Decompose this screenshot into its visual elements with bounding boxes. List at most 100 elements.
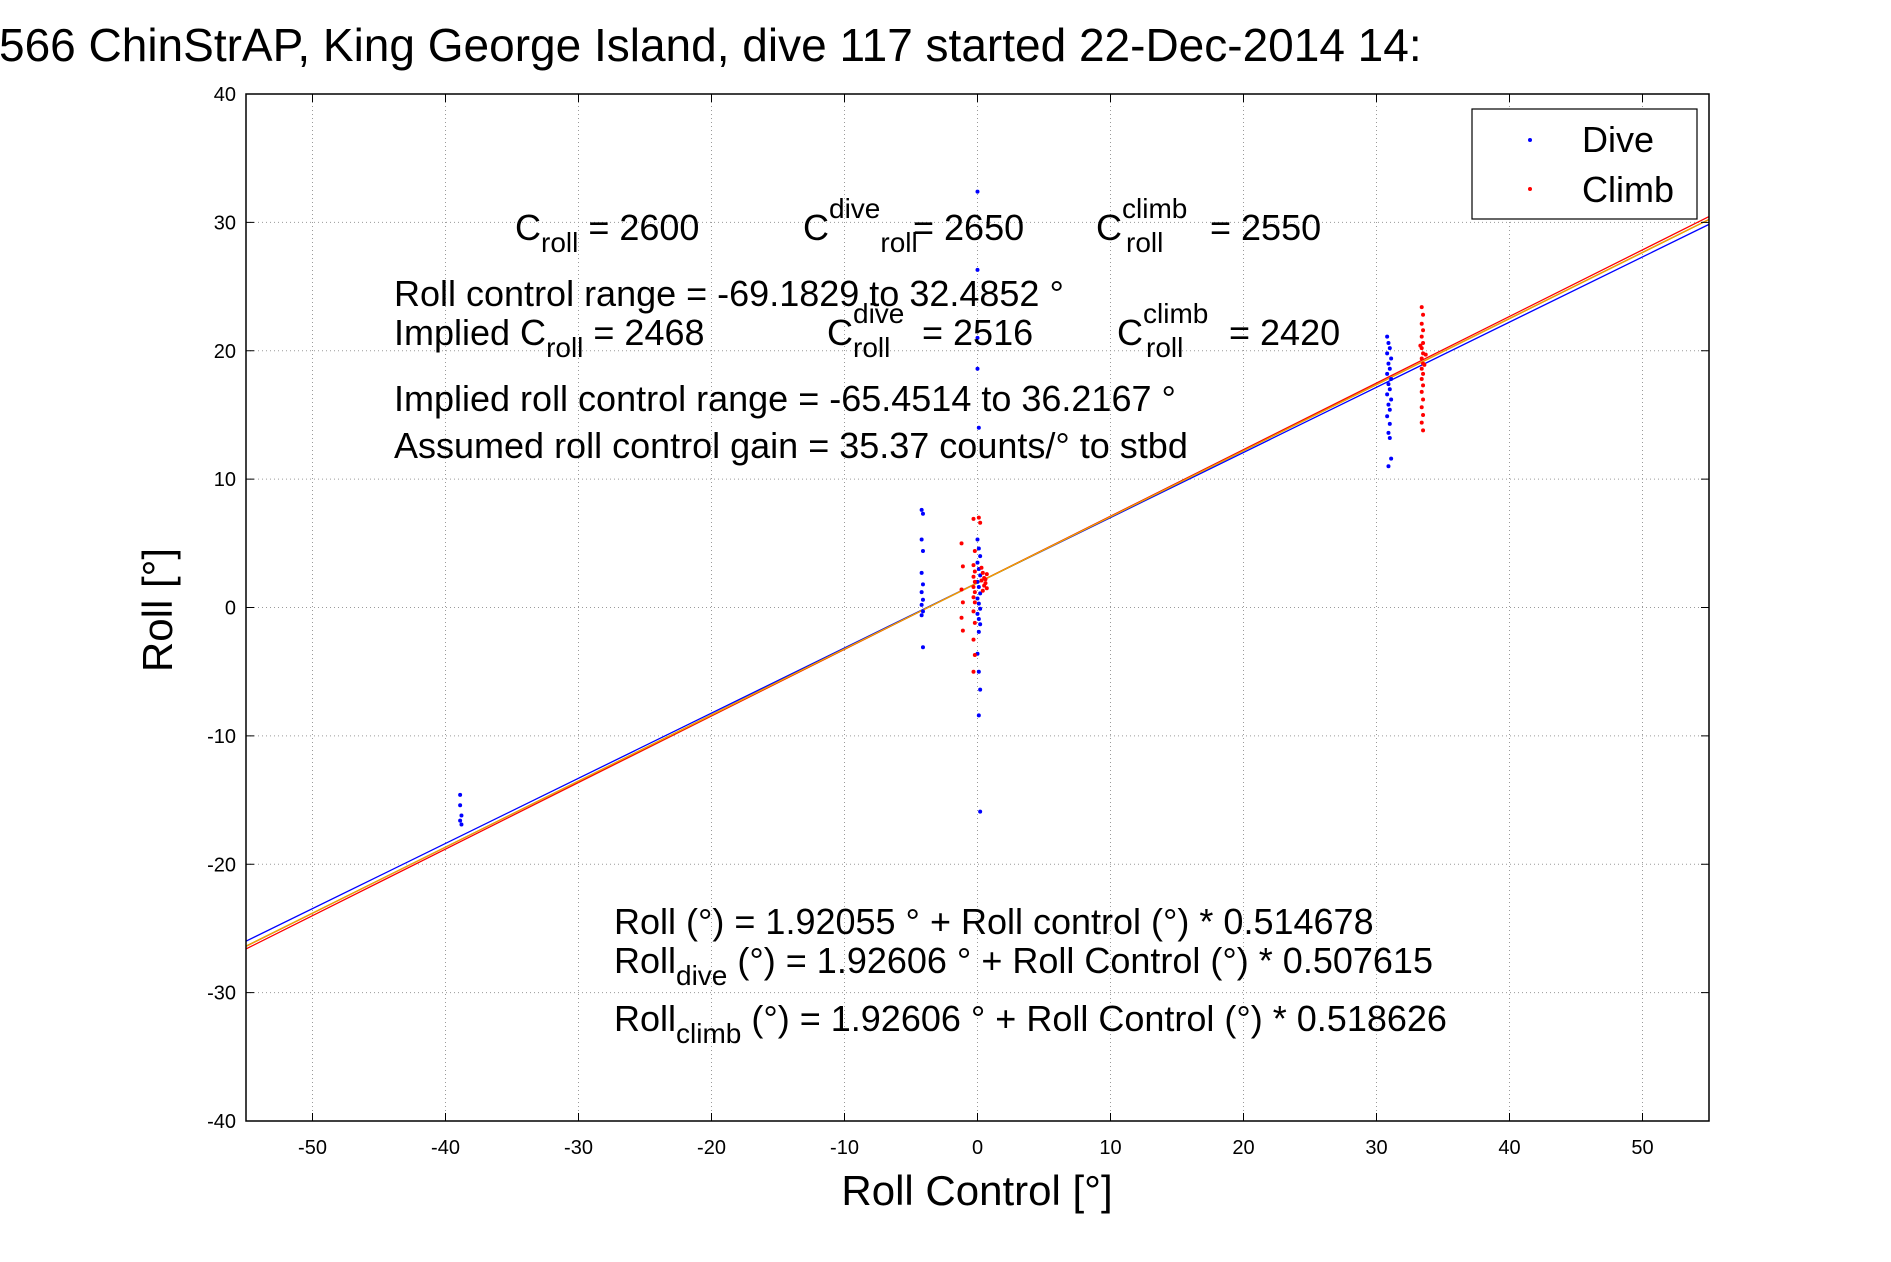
data-point: [1387, 387, 1392, 392]
data-point: [1421, 428, 1426, 433]
data-point: [980, 570, 985, 575]
series-climb: [959, 305, 1428, 674]
annotation-fit-climb: Rollclimb (°) = 1.92606 ° + Roll Control…: [614, 998, 1447, 1049]
data-point: [972, 569, 977, 574]
data-point: [978, 622, 983, 627]
data-point: [1385, 351, 1390, 356]
data-point: [459, 822, 464, 827]
annotation-fit-dive: Rolldive (°) = 1.92606 ° + Roll Control …: [614, 940, 1433, 991]
data-point: [1387, 436, 1392, 441]
data-point: [1421, 371, 1426, 376]
data-point: [1386, 382, 1391, 387]
data-point: [972, 590, 977, 595]
data-point: [458, 792, 463, 797]
data-point: [975, 267, 980, 272]
data-point: [972, 579, 977, 584]
x-axis-label: Roll Control [°]: [841, 1167, 1112, 1214]
legend-marker-climb: [1528, 187, 1532, 191]
data-point: [1419, 389, 1424, 394]
data-point: [919, 590, 924, 595]
data-point: [1389, 376, 1394, 381]
data-point: [1423, 352, 1428, 357]
y-axis-label: Roll [°]: [134, 548, 181, 672]
data-point: [975, 537, 980, 542]
data-point: [959, 587, 964, 592]
data-point: [978, 520, 983, 525]
data-point: [1387, 366, 1392, 371]
data-point: [1387, 407, 1392, 412]
annotation-implied-c-roll: Implied Croll = 2468: [394, 312, 705, 363]
data-point: [984, 572, 989, 577]
data-point: [960, 600, 965, 605]
data-point: [920, 511, 925, 516]
data-point: [1422, 362, 1427, 367]
data-point: [980, 588, 985, 593]
data-point: [976, 515, 981, 520]
data-point: [971, 637, 976, 642]
data-point: [975, 596, 980, 601]
data-point: [978, 591, 983, 596]
data-point: [959, 541, 964, 546]
data-point: [976, 669, 981, 674]
data-point: [972, 549, 977, 554]
annotation-implied-c-climb: Cclimb roll = 2420: [1117, 298, 1340, 363]
data-point: [1387, 346, 1392, 351]
data-point: [1385, 334, 1390, 339]
x-tick-label: -20: [697, 1137, 726, 1159]
data-point: [976, 617, 981, 622]
data-point: [978, 554, 983, 559]
data-point: [1419, 321, 1424, 326]
data-point: [984, 586, 989, 591]
y-tick-label: 40: [214, 84, 236, 106]
data-point: [976, 584, 981, 589]
data-point: [960, 564, 965, 569]
data-point: [1419, 405, 1424, 410]
chart-title: 566 ChinStrAP, King George Island, dive …: [0, 19, 1422, 71]
data-point: [1419, 376, 1424, 381]
y-tick-label: -30: [207, 983, 236, 1005]
y-tick-label: 20: [214, 341, 236, 363]
data-point: [971, 584, 976, 589]
data-point: [972, 620, 977, 625]
y-tick-label: -40: [207, 1111, 236, 1133]
data-point: [459, 813, 464, 818]
data-point: [983, 577, 988, 582]
data-point: [975, 335, 980, 340]
annotation-c-climb: Cclimb roll = 2550: [1096, 193, 1321, 258]
data-point: [1387, 421, 1392, 426]
data-point: [1385, 414, 1390, 419]
annotation-fit-all: Roll (°) = 1.92055 ° + Roll control (°) …: [614, 901, 1374, 942]
annotation-implied-c-dive: Cdive roll = 2516: [827, 298, 1033, 363]
axis-ticks: -50 -40 -30 -20 -10 0 10 20 30 40 50 -40 -30 -20 -10 0 1…: [207, 84, 1709, 1159]
x-tick-label: 40: [1498, 1137, 1520, 1159]
x-tick-label: -50: [298, 1137, 327, 1159]
data-point: [971, 574, 976, 579]
data-point: [976, 546, 981, 551]
data-point: [971, 595, 976, 600]
x-tick-label: -40: [431, 1137, 460, 1159]
data-point: [1389, 356, 1394, 361]
data-point: [976, 713, 981, 718]
x-tick-label: 0: [972, 1137, 983, 1159]
y-tick-label: 10: [214, 469, 236, 491]
data-point: [971, 669, 976, 674]
data-point: [1421, 341, 1426, 346]
annotation-roll-control-range: Roll control range = -69.1829 to 32.4852…: [394, 273, 1064, 314]
legend-label-climb: Climb: [1582, 169, 1674, 210]
x-tick-label: 10: [1099, 1137, 1121, 1159]
data-point: [972, 600, 977, 605]
data-point: [976, 425, 981, 430]
data-point: [1386, 464, 1391, 469]
annotation-implied-range: Implied roll control range = -65.4514 to…: [394, 378, 1176, 419]
data-point: [458, 818, 463, 823]
data-point: [1419, 420, 1424, 425]
data-point: [978, 573, 983, 578]
data-point: [960, 628, 965, 633]
data-point: [971, 609, 976, 614]
data-point: [920, 597, 925, 602]
annotation-c-roll: Croll = 2600: [515, 207, 699, 258]
series-dive: [458, 189, 1394, 827]
data-point: [975, 189, 980, 194]
data-point: [1419, 305, 1424, 310]
